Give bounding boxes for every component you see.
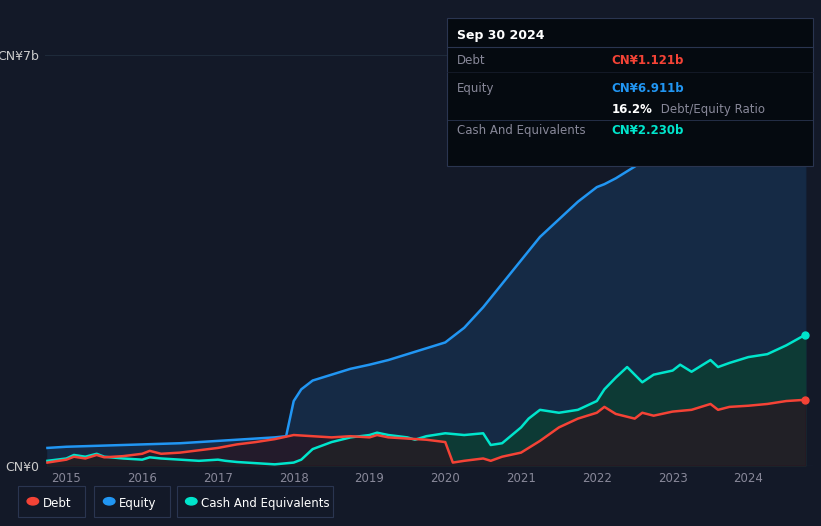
Text: Debt: Debt	[457, 54, 486, 67]
Text: Cash And Equivalents: Cash And Equivalents	[457, 124, 586, 137]
Text: 16.2%: 16.2%	[612, 103, 653, 116]
Text: Cash And Equivalents: Cash And Equivalents	[201, 497, 330, 510]
Text: Equity: Equity	[119, 497, 157, 510]
Text: Debt: Debt	[43, 497, 71, 510]
Text: Equity: Equity	[457, 82, 495, 95]
Text: CN¥1.121b: CN¥1.121b	[612, 54, 684, 67]
Text: CN¥2.230b: CN¥2.230b	[612, 124, 684, 137]
Text: Sep 30 2024: Sep 30 2024	[457, 29, 545, 43]
Text: CN¥6.911b: CN¥6.911b	[612, 82, 684, 95]
Text: Debt/Equity Ratio: Debt/Equity Ratio	[657, 103, 765, 116]
